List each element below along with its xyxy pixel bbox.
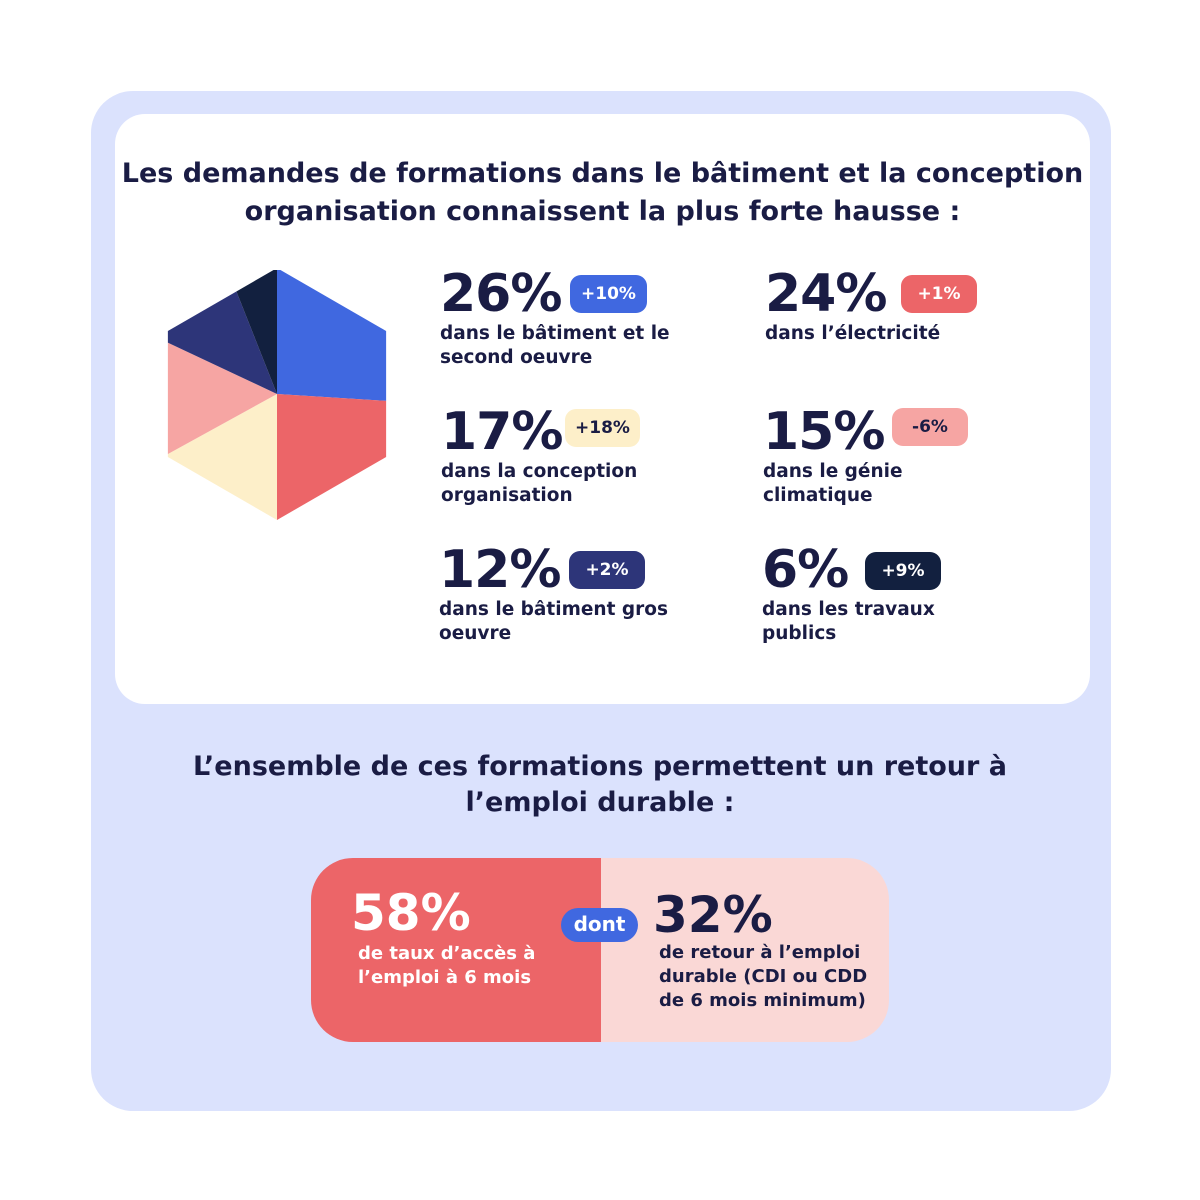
stat-percentage: 12% [439, 540, 561, 600]
durable-return-label: de retour à l’emploi durable (CDI ou CDD… [659, 942, 868, 1011]
dont-connector-badge: dont [561, 908, 638, 942]
access-rate-value: 58% [351, 884, 471, 942]
employment-subtitle: L’ensemble de ces formations permettent … [193, 751, 1007, 818]
change-badge: +9% [865, 552, 941, 590]
change-badge: -6% [892, 408, 968, 446]
stat-percentage: 6% [762, 540, 849, 600]
stat-label: dans le génie climatique [763, 461, 903, 506]
pie-slice-1 [277, 270, 387, 403]
access-rate-segment [311, 858, 601, 1042]
stat-label: dans le bâtiment et le second oeuvre [440, 323, 670, 368]
change-badge: +18% [565, 409, 640, 447]
stat-label: dans les travaux publics [762, 599, 935, 644]
pie-slice-6 [226, 270, 277, 394]
stat-percentage: 15% [763, 402, 885, 462]
access-rate-label: de taux d’accès à l’emploi à 6 mois [358, 943, 536, 988]
pie-slice-4 [167, 336, 277, 460]
durable-return-value: 32% [653, 886, 773, 944]
change-badge: +2% [569, 551, 645, 589]
change-badge: +10% [570, 275, 647, 313]
stat-percentage: 24% [765, 264, 887, 324]
stat-percentage: 26% [440, 264, 562, 324]
stat-label: dans le bâtiment gros oeuvre [439, 599, 668, 644]
durable-return-segment [601, 858, 889, 1042]
stat-label: dans la conception organisation [441, 461, 638, 506]
change-badge: +1% [901, 275, 977, 313]
chart-title: Les demandes de formations dans le bâtim… [121, 158, 1084, 227]
pie-slice-2 [277, 394, 387, 520]
pie-chart [167, 270, 387, 520]
employment-bar [311, 858, 889, 1042]
stat-percentage: 17% [441, 402, 563, 462]
stat-label: dans l’électricité [765, 323, 941, 344]
